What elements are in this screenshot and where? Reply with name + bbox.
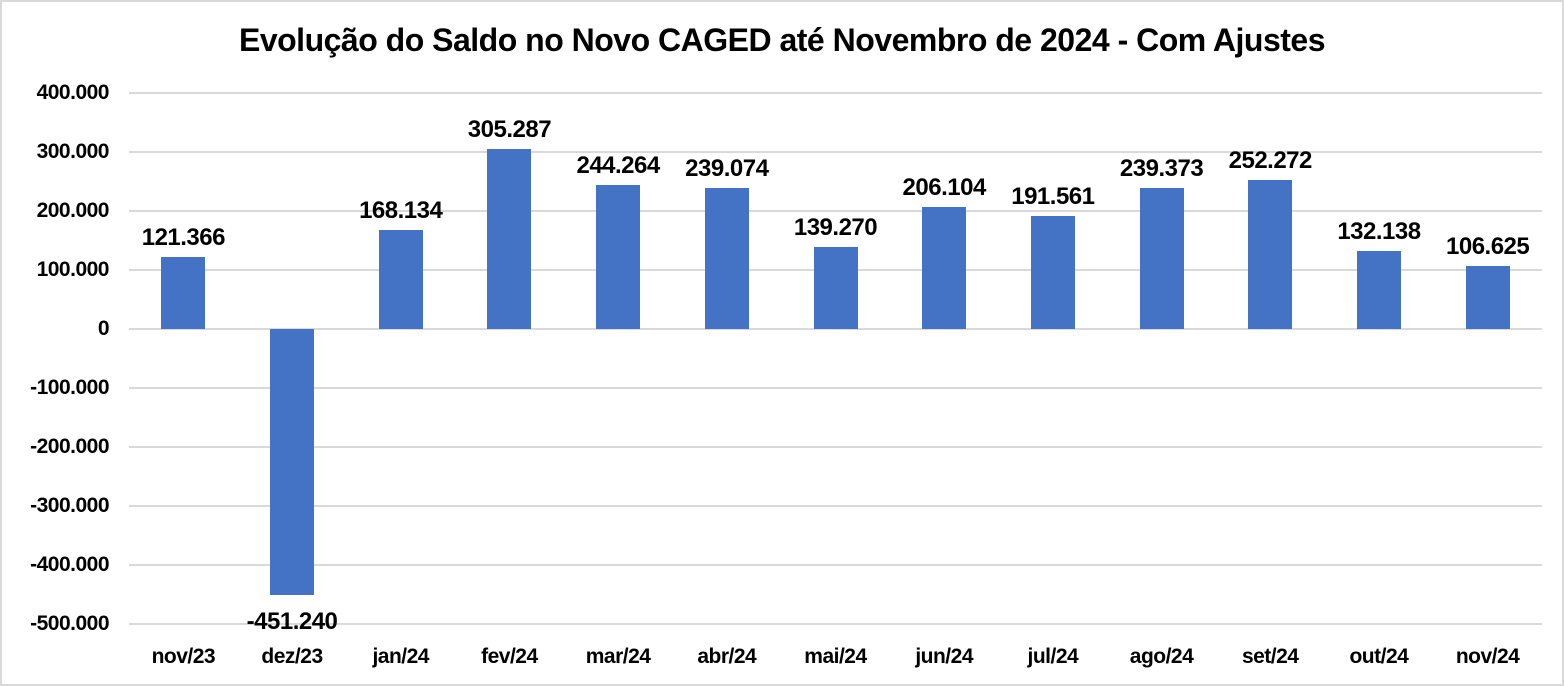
bar-nov/23 (161, 257, 206, 329)
data-label: 132.138 (1337, 218, 1421, 246)
bar-out/24 (1356, 251, 1401, 329)
x-axis-labels: nov/23 dez/23 jan/24 fev/24 mar/24 abr/24 mai/… (129, 643, 1542, 671)
gridline (129, 564, 1542, 566)
y-tick-label: -400.000 (30, 553, 109, 576)
gridline (129, 92, 1542, 94)
x-tick-label: jun/24 (915, 645, 973, 668)
y-tick-label: -500.000 (30, 612, 109, 635)
plot-area: 121.366 -451.240 168.134 305.287 244.264 239.… (129, 92, 1542, 635)
x-tick-label: abr/24 (697, 645, 757, 668)
x-tick-label: jul/24 (1027, 645, 1079, 668)
data-label: -451.240 (246, 608, 338, 636)
x-tick-label: set/24 (1241, 645, 1299, 668)
bar-mai/24 (813, 246, 858, 329)
data-label: 252.272 (1228, 147, 1313, 175)
data-label: 168.134 (359, 196, 443, 224)
data-label: 239.074 (685, 154, 769, 182)
data-label: 239.373 (1119, 154, 1204, 182)
x-tick-label: nov/23 (151, 645, 216, 668)
x-tick-label: ago/24 (1129, 645, 1194, 668)
data-label: 244.264 (576, 151, 660, 179)
x-tick-label: dez/23 (261, 645, 323, 668)
gridline (129, 151, 1542, 153)
y-tick-label: 200.000 (36, 199, 110, 222)
x-tick-label: out/24 (1349, 645, 1409, 668)
y-tick-label: 0 (97, 317, 110, 340)
x-tick-label: mai/24 (804, 645, 867, 668)
data-label: 121.366 (141, 224, 226, 252)
y-tick-label: 300.000 (36, 140, 110, 163)
data-label: 206.104 (902, 174, 987, 202)
bar-abr/24 (704, 187, 749, 329)
data-label: 191.561 (1011, 182, 1095, 210)
x-tick-label: nov/24 (1455, 645, 1520, 668)
gridline (129, 446, 1542, 448)
gridline (129, 210, 1542, 212)
x-tick-label: fev/24 (481, 645, 538, 668)
bar-jan/24 (378, 229, 423, 329)
chart-title: Evolução do Saldo no Novo CAGED até Nove… (238, 22, 1326, 58)
bar-jun/24 (922, 207, 967, 329)
bar-set/24 (1248, 180, 1293, 329)
y-tick-label: -200.000 (30, 435, 109, 458)
data-label: 139.270 (793, 213, 878, 241)
gridline (129, 387, 1542, 389)
gridline (129, 623, 1542, 625)
data-label: 305.287 (467, 115, 552, 143)
bar-fev/24 (487, 148, 532, 329)
y-tick-label: -100.000 (30, 376, 109, 399)
gridline (129, 505, 1542, 507)
data-label: 106.625 (1446, 233, 1530, 261)
bar-ago/24 (1139, 187, 1184, 329)
y-tick-label: 100.000 (36, 258, 110, 281)
bar-mar/24 (596, 184, 641, 329)
bar-dez/23 (270, 329, 315, 596)
bar-nov/24 (1465, 266, 1510, 329)
x-tick-label: mar/24 (585, 645, 651, 668)
gridline (129, 328, 1542, 330)
bar-jul/24 (1030, 215, 1075, 329)
y-tick-label: -300.000 (30, 494, 109, 517)
y-tick-label: 400.000 (36, 81, 110, 104)
x-tick-label: jan/24 (372, 645, 429, 668)
